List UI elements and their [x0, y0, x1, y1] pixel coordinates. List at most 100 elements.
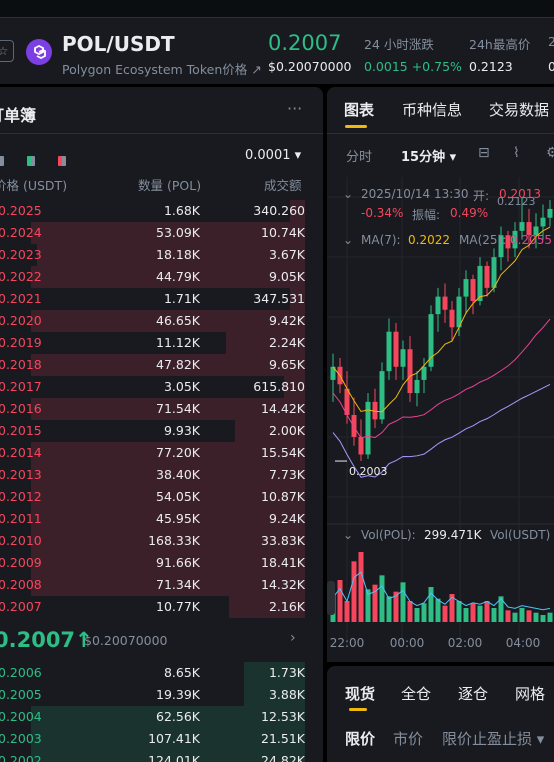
indicator-icon[interactable]: ⌇ — [513, 145, 520, 161]
ask-row[interactable]: 0.2007 10.77K 2.16K — [0, 596, 305, 618]
ask-row[interactable]: 0.2014 77.20K 15.54K — [0, 442, 305, 464]
bid-row[interactable]: 0.2002 124.01K 24.82K — [0, 750, 305, 762]
ask-row[interactable]: 0.2024 53.09K 10.74K — [0, 222, 305, 244]
ask-row[interactable]: 0.2017 3.05K 615.810 — [0, 376, 305, 398]
volume-bar — [491, 608, 497, 622]
bid-price: 0.2006 — [0, 665, 42, 680]
ask-qty: 10.77K — [156, 599, 200, 614]
ask-price: 0.2024 — [0, 225, 42, 240]
volume-bar — [442, 605, 448, 622]
volume-bar — [435, 598, 441, 622]
ask-total: 347.531 — [253, 291, 305, 306]
tab-chart[interactable]: 图表 — [344, 101, 375, 119]
tab-coin-info[interactable]: 币种信息 — [402, 101, 463, 119]
tab-grid[interactable]: 网格 — [515, 685, 546, 703]
ma25-value: 0.2055 — [510, 233, 552, 247]
ask-row[interactable]: 0.2019 11.12K 2.24K — [0, 332, 305, 354]
depth-bar — [30, 398, 305, 420]
ask-price: 0.2016 — [0, 401, 42, 416]
ask-price: 0.2018 — [0, 357, 42, 372]
pair-subtitle-link[interactable]: Polygon Ecosystem Token价格 ↗ — [62, 62, 262, 77]
bid-row[interactable]: 0.2006 8.65K 1.73K — [0, 662, 305, 684]
ask-price: 0.2021 — [0, 291, 42, 306]
order-type-stop-limit[interactable]: 限价止盈止损 ▾ — [442, 730, 545, 748]
volume-bar — [421, 603, 427, 622]
depth-bar — [228, 596, 305, 618]
ask-total: 2.00K — [268, 423, 305, 438]
ask-row[interactable]: 0.2021 1.71K 347.531 — [0, 288, 305, 310]
bid-row[interactable]: 0.2004 62.56K 12.53K — [0, 706, 305, 728]
volume-bar — [344, 601, 350, 622]
depth-bar — [30, 442, 305, 464]
bid-price: 0.2005 — [0, 687, 42, 702]
star-icon[interactable]: ☆ — [0, 40, 14, 62]
ma7-value: 0.2022 — [408, 233, 450, 247]
volume-bar — [365, 589, 371, 622]
calendar-icon[interactable]: ⊟ — [478, 145, 490, 161]
tab-trading-data[interactable]: 交易数据 — [489, 101, 550, 119]
bid-total: 3.88K — [268, 687, 305, 702]
ask-row[interactable]: 0.2023 18.18K 3.67K — [0, 244, 305, 266]
ask-price: 0.2010 — [0, 533, 42, 548]
volume-bar — [351, 561, 357, 622]
order-type-limit[interactable]: 限价 — [345, 730, 376, 748]
timeframe-line[interactable]: 分时 — [346, 150, 373, 165]
candlestick-chart[interactable]: 22:00 00:00 02:00 04:00 — [327, 177, 554, 662]
pair-name[interactable]: POL/USDT — [62, 32, 175, 56]
ask-total: 9.24K — [268, 511, 305, 526]
order-type-market[interactable]: 市价 — [393, 730, 424, 748]
candle-body — [498, 235, 504, 258]
ohlc-change: -0.34% — [361, 206, 404, 220]
ask-row[interactable]: 0.2009 91.66K 18.41K — [0, 552, 305, 574]
depth-bar — [244, 684, 305, 706]
ask-row[interactable]: 0.2015 9.93K 2.00K — [0, 420, 305, 442]
bid-row[interactable]: 0.2005 19.39K 3.88K — [0, 684, 305, 706]
ask-row[interactable]: 0.2010 168.33K 33.83K — [0, 530, 305, 552]
ask-row[interactable]: 0.2011 45.95K 9.24K — [0, 508, 305, 530]
candle-body — [449, 309, 455, 328]
ask-qty: 9.93K — [163, 423, 200, 438]
candle-body — [470, 279, 476, 301]
panel-collapse-handle[interactable] — [327, 581, 335, 615]
mid-price: 0.2007↑ — [0, 628, 93, 652]
tick-size-select[interactable]: 0.0001 ▾ — [245, 148, 302, 163]
volume-bar — [337, 580, 343, 622]
candle-body — [365, 401, 371, 455]
more-icon[interactable]: ··· — [287, 99, 303, 118]
ohlc-collapse-icon[interactable]: ⌄ — [343, 187, 354, 201]
tab-cross[interactable]: 全仓 — [401, 685, 432, 703]
ask-qty: 77.20K — [156, 445, 200, 460]
settings-icon[interactable]: ⚙ — [546, 145, 554, 161]
both-sides-view-icon[interactable] — [0, 156, 4, 166]
ask-row[interactable]: 0.2022 44.79K 9.05K — [0, 266, 305, 288]
asks-only-view-icon[interactable] — [58, 156, 67, 166]
tab-isolated[interactable]: 逐仓 — [458, 685, 489, 703]
ask-row[interactable]: 0.2012 54.05K 10.87K — [0, 486, 305, 508]
bids-only-view-icon[interactable] — [27, 156, 36, 166]
bid-row[interactable]: 0.2003 107.41K 21.51K — [0, 728, 305, 750]
volume-bar — [477, 605, 483, 622]
market-header: ☆ POL/USDT Polygon Ecosystem Token价格 ↗ 0… — [0, 17, 554, 84]
ask-qty: 1.68K — [163, 203, 200, 218]
ask-qty: 53.09K — [156, 225, 200, 240]
chevron-right-icon[interactable]: › — [290, 630, 296, 646]
ma-collapse-icon[interactable]: ⌄ — [343, 233, 354, 247]
depth-bar — [30, 706, 305, 728]
ask-total: 10.87K — [261, 489, 305, 504]
ask-row[interactable]: 0.2025 1.68K 340.260 — [0, 200, 305, 222]
vol-collapse-icon[interactable]: ⌄ — [343, 528, 354, 542]
candle-body — [463, 279, 469, 297]
timeframe-15m[interactable]: 15分钟 ▾ — [401, 150, 457, 165]
volume-bar — [407, 601, 413, 622]
candle-body — [386, 331, 392, 372]
ask-price: 0.2020 — [0, 313, 42, 328]
ask-row[interactable]: 0.2020 46.65K 9.42K — [0, 310, 305, 332]
ask-row[interactable]: 0.2016 71.54K 14.42K — [0, 398, 305, 420]
depth-bar — [30, 552, 305, 574]
volume-ma-line — [332, 571, 551, 611]
depth-bar — [30, 310, 305, 332]
tab-spot[interactable]: 现货 — [345, 685, 376, 703]
ask-row[interactable]: 0.2018 47.82K 9.65K — [0, 354, 305, 376]
ask-row[interactable]: 0.2008 71.34K 14.32K — [0, 574, 305, 596]
ask-row[interactable]: 0.2013 38.40K 7.73K — [0, 464, 305, 486]
